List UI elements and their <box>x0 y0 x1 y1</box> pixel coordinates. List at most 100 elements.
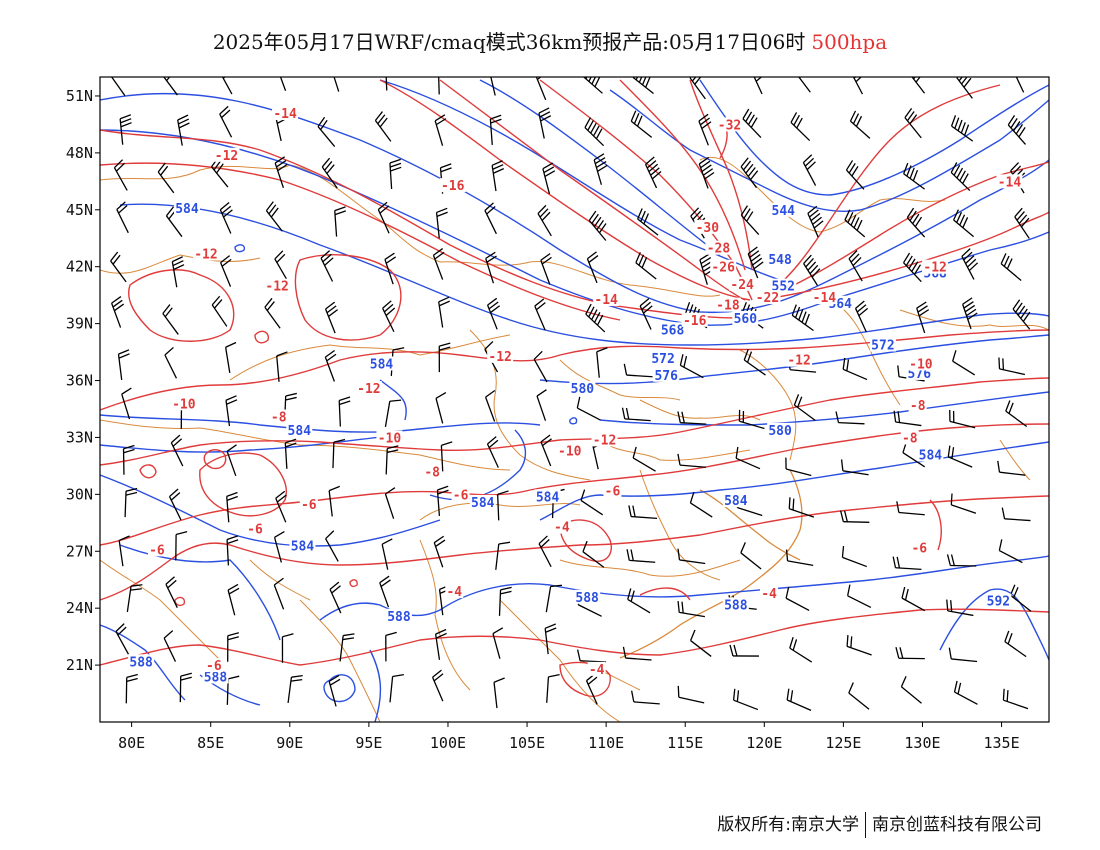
wind-barb <box>273 531 285 563</box>
temperature-contour-label: -14 <box>273 107 297 122</box>
temperature-contour-label-bg <box>556 443 583 458</box>
lon-tick-label: 125E <box>825 734 861 752</box>
wind-barb <box>328 674 341 707</box>
wind-barb <box>580 489 604 516</box>
height-contour-label-bg <box>659 322 686 337</box>
wind-barb <box>690 629 712 657</box>
height-contour-label-bg <box>722 597 749 612</box>
wind-barb <box>842 357 868 381</box>
wind-barb <box>227 583 240 616</box>
temperature-contour-label: -12 <box>923 261 946 276</box>
footer-divider <box>865 812 866 838</box>
wind-barb <box>630 110 653 138</box>
wind-barb <box>854 300 869 333</box>
temperature-contour-label-bg <box>593 291 620 306</box>
wind-barb <box>490 77 496 96</box>
wind-barb <box>689 77 706 100</box>
wind-barb <box>849 110 871 139</box>
copyright-footer: 版权所有:南京大学 南京创蓝科技有限公司 <box>717 810 1042 838</box>
wind-barb <box>545 584 563 613</box>
wind-barb <box>225 395 238 427</box>
height-contour-label: 560 <box>734 312 758 327</box>
temperature-contour-label-bg <box>996 174 1023 189</box>
temperature-contour-label: -12 <box>265 280 288 295</box>
wind-barb <box>436 485 449 517</box>
temperature-contour-label: -12 <box>593 433 616 448</box>
wind-barb <box>486 436 499 468</box>
temperature-contour-label-bg <box>552 519 571 534</box>
wind-barb <box>677 411 707 425</box>
wind-barb <box>219 105 233 138</box>
wind-barb <box>846 634 872 656</box>
temperature-contour-label: -8 <box>910 399 926 414</box>
height-contour-label-bg <box>286 422 313 437</box>
wind-barb <box>803 254 821 286</box>
lat-tick-label: 36N <box>66 372 93 390</box>
wind-barb <box>835 411 865 425</box>
wind-barb <box>434 628 447 660</box>
lon-tick-label: 90E <box>276 734 303 752</box>
height-contour-label-bg <box>985 593 1012 608</box>
wind-barb <box>786 688 812 711</box>
height-contour-label: 576 <box>654 369 678 384</box>
height-contour-label-bg <box>202 669 229 684</box>
temperature-contour-label-bg <box>705 240 732 255</box>
wind-barb <box>901 586 926 612</box>
wind-barb <box>1007 115 1027 145</box>
temperature-contour-label: -8 <box>271 411 287 426</box>
temperature-contour-label-bg <box>587 661 606 676</box>
wind-barb <box>168 488 182 521</box>
temperature-contour-label: -24 <box>730 278 754 293</box>
wind-barb <box>538 107 552 139</box>
wind-barb <box>840 459 869 476</box>
temperature-contour-label: -6 <box>149 543 165 558</box>
footer-right: 南京创蓝科技有限公司 <box>872 815 1042 835</box>
wind-barb <box>952 350 976 376</box>
temperature-contour-label-bg <box>714 297 741 312</box>
wind-barb <box>324 349 337 382</box>
temperature-contour-label-bg <box>908 398 927 413</box>
wind-barb <box>747 246 764 279</box>
wind-barb <box>628 505 658 520</box>
wind-barb <box>162 304 179 335</box>
wind-barb <box>644 156 662 189</box>
wind-barb <box>385 445 399 475</box>
temperature-contour-label-bg <box>269 409 288 424</box>
temperature-contour-label-bg <box>439 178 466 193</box>
height-contour-label: 572 <box>651 352 674 367</box>
wind-barb <box>950 493 977 514</box>
height-contour-label: 572 <box>871 338 894 353</box>
wind-barb <box>903 252 922 283</box>
wind-barb <box>379 575 391 608</box>
wind-barb <box>596 347 608 378</box>
height-contour-label: 568 <box>661 323 685 338</box>
map-background <box>100 77 1049 722</box>
temperature-contour-label-bg <box>170 396 197 411</box>
lat-tick-label: 42N <box>66 258 93 276</box>
wind-barb <box>287 674 303 704</box>
wind-barb <box>946 599 974 617</box>
height-contour-label-bg <box>917 447 944 462</box>
wind-barb <box>586 251 599 284</box>
wind-barb <box>1009 584 1032 612</box>
temperature-contour-label-bg <box>694 219 721 234</box>
lon-tick-label: 120E <box>746 734 782 752</box>
wind-barb <box>950 162 971 192</box>
temperature-contour-label-bg <box>591 432 618 447</box>
wind-barb <box>170 434 184 467</box>
wind-barb <box>542 162 556 195</box>
temperature-contour-label-bg <box>907 356 934 371</box>
wind-barb <box>317 116 336 147</box>
height-contour-label-bg <box>770 202 797 217</box>
wind-barb <box>753 77 763 95</box>
lat-tick-label: 21N <box>66 656 93 674</box>
wind-barb <box>274 156 288 188</box>
wind-barb <box>789 637 813 663</box>
height-contour-label-bg <box>770 278 797 293</box>
temperature-contour-label-bg <box>754 290 781 305</box>
height-contour-label: 584 <box>724 494 748 509</box>
height-contour-label-bg <box>650 350 677 365</box>
wind-barb <box>389 673 404 703</box>
wind-barb <box>438 342 451 373</box>
temperature-contour-label: -14 <box>998 175 1022 190</box>
